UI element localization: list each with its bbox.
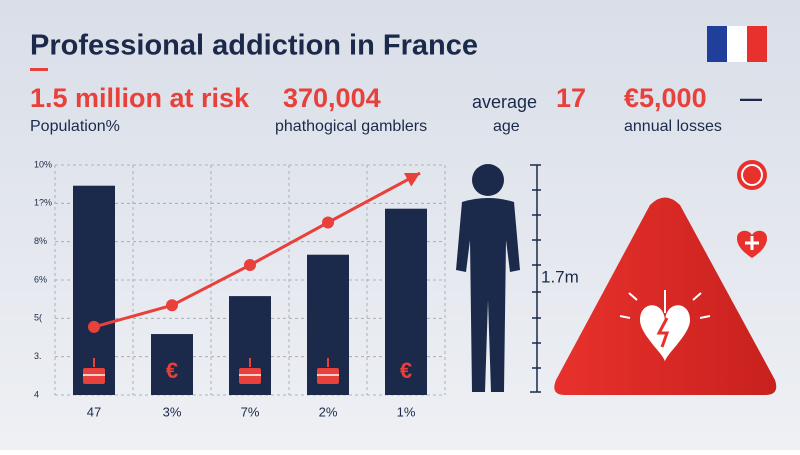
x-tick-label: 1% <box>397 404 416 419</box>
axis-label: 4 <box>34 389 39 399</box>
x-tick-label: 2% <box>319 404 338 419</box>
axis-label: 5( <box>34 313 42 323</box>
stat-suffix: — <box>740 86 762 111</box>
bar-icon: € <box>166 358 178 383</box>
stat-prefix: average <box>472 92 537 112</box>
stat-label: age <box>493 118 520 135</box>
x-tick-label: 47 <box>87 404 101 419</box>
trend-point <box>88 320 100 333</box>
stat-value: €5,000 <box>624 83 707 113</box>
axis-label: 1?% <box>34 198 52 208</box>
x-tick-label: 3% <box>163 404 182 419</box>
trend-point <box>322 216 334 229</box>
stat-label: phathogical gamblers <box>275 118 427 135</box>
cake-candle <box>327 358 329 367</box>
cake-candle <box>249 358 251 367</box>
axis-label: 6% <box>34 274 47 284</box>
trend-arrowhead <box>404 172 420 187</box>
flag <box>707 26 767 62</box>
warning-sign <box>554 197 777 395</box>
title-underline <box>30 68 48 71</box>
cake-icon <box>317 358 339 384</box>
money-icon <box>737 160 767 190</box>
bar <box>151 334 193 395</box>
person <box>456 164 520 392</box>
chart: 10% 1?% 8% 6% 5( 3. 4 47 3% €7% 2% 1% € <box>34 159 446 419</box>
bar <box>385 208 427 395</box>
axis-label: 10% <box>34 159 52 169</box>
title: Professional addiction in France <box>30 30 478 62</box>
stat-value: 1.5 million at risk <box>30 83 250 113</box>
stat-value: 17 <box>556 83 586 113</box>
cake-layer <box>317 368 339 384</box>
cake-icon <box>83 358 105 384</box>
health-icon <box>737 230 767 258</box>
trend-point <box>166 299 178 312</box>
axis-label: 8% <box>34 236 47 246</box>
trend-point <box>244 259 256 272</box>
stat-label: Population% <box>30 118 120 135</box>
height-ruler <box>530 164 541 393</box>
stat-label: annual losses <box>624 118 722 135</box>
cake-candle <box>93 358 95 367</box>
cake-icon <box>239 358 261 384</box>
cake-layer <box>239 368 261 384</box>
height-label: 1.7m <box>541 267 579 286</box>
bar-icon: € <box>400 358 412 383</box>
axis-label: 3. <box>34 351 42 361</box>
stat-value: 370,004 <box>283 83 381 113</box>
cake-layer <box>83 368 105 384</box>
x-tick-label: 7% <box>241 404 260 419</box>
